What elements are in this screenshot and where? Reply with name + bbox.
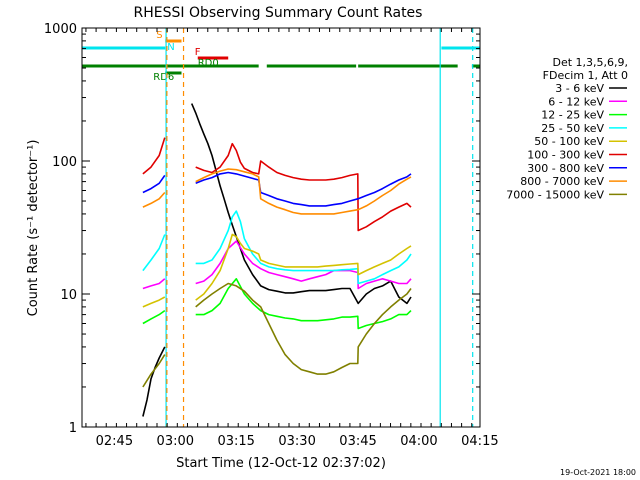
- x-tick-label: 04:15: [461, 434, 498, 449]
- series-line-1: [142, 240, 412, 290]
- flag-label-rd6: RD6: [153, 72, 174, 83]
- y-tick-label: 1: [69, 421, 77, 436]
- legend-header-line: FDecim 1, Att 0: [543, 69, 628, 82]
- legend-entry-label: 100 - 300 keV: [527, 149, 604, 162]
- legend-entry-label: 3 - 6 keV: [555, 82, 604, 95]
- series-line-7: [142, 168, 412, 215]
- flag-label-s: S: [156, 30, 162, 41]
- series-line-6: [142, 171, 412, 207]
- render-timestamp: 19-Oct-2021 18:00: [560, 468, 636, 477]
- y-tick-label: 10: [60, 288, 77, 303]
- x-tick-label: 03:15: [217, 434, 254, 449]
- series-lines: [142, 103, 412, 417]
- chart-title: RHESSI Observing Summary Count Rates: [134, 5, 423, 21]
- x-tick-label: 03:30: [278, 434, 315, 449]
- x-tick-label: 04:00: [400, 434, 437, 449]
- series-line-8: [142, 282, 412, 388]
- series-line-4: [142, 233, 412, 308]
- legend-entry-label: 50 - 100 keV: [534, 135, 604, 148]
- y-tick-label: 100: [52, 155, 77, 170]
- y-tick-label: 1000: [44, 22, 77, 37]
- flag-label-rd0: RD0: [198, 58, 219, 69]
- legend-entry-label: 12 - 25 keV: [541, 109, 604, 122]
- legend-entry-label: 300 - 800 keV: [527, 162, 604, 175]
- y-axis-label: Count Rate (s⁻¹ detector⁻¹): [26, 140, 41, 317]
- legend-entry-label: 6 - 12 keV: [548, 95, 604, 108]
- legend-entry-label: 25 - 50 keV: [541, 122, 604, 135]
- flag-label-n: N: [167, 42, 174, 53]
- legend-entry-label: 800 - 7000 keV: [520, 175, 604, 188]
- legend-header-line: Det 1,3,5,6,9,: [552, 56, 628, 69]
- y-axis: 1 10 100 1000: [44, 22, 480, 436]
- plot-frame: [81, 27, 481, 428]
- legend-entry-label: 7000 - 15000 keV: [506, 188, 604, 201]
- x-tick-label: 02:45: [96, 434, 133, 449]
- series-line-0: [142, 103, 412, 417]
- series-line-3: [142, 210, 412, 285]
- legend: Det 1,3,5,6,9,FDecim 1, Att 03 - 6 keV6 …: [506, 56, 628, 201]
- flag-label-f: F: [195, 47, 201, 58]
- x-tick-label: 03:45: [339, 434, 376, 449]
- series-line-5: [142, 137, 412, 232]
- x-tick-label: 03:00: [157, 434, 194, 449]
- flag-vertical-lines: [165, 28, 474, 427]
- x-axis: 02:45 03:00 03:15 03:30 03:45 04:00 04:15: [85, 28, 499, 449]
- series-line-2: [142, 278, 412, 330]
- x-axis-label: Start Time (12-Oct-12 02:37:02): [176, 456, 386, 471]
